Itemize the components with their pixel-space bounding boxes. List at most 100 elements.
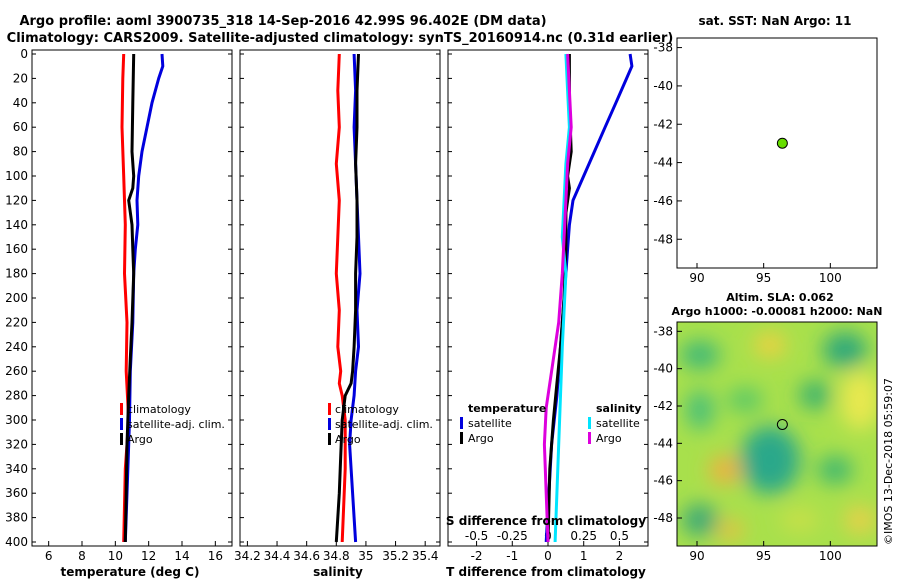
figure-title-line2: Climatology: CARS2009. Satellite-adjuste… [7, 31, 674, 46]
difference-legend-swatch [460, 417, 463, 429]
imos-watermark: ©IMOS 13-Dec-2018 05:59:07 [882, 378, 895, 545]
temperature-ytick-label: 260 [5, 364, 28, 378]
sst-map-xtick-label: 90 [689, 271, 704, 285]
temperature-ytick-label: 340 [5, 462, 28, 476]
temperature-ytick-label: 320 [5, 437, 28, 451]
salinity-panel: 34.2 34.4 34.6 34.8 35 35.2 35.4 climatology sat… [234, 49, 441, 579]
sla-map-frame [676, 321, 878, 547]
difference-xtick-label: 2 [616, 549, 624, 563]
temperature-legend-swatch [120, 418, 123, 430]
temperature-ytick-label: 140 [5, 218, 28, 232]
sla-map-ytick-label: -48 [653, 511, 673, 525]
temperature-ytick-label: 120 [5, 193, 28, 207]
sla-map-ytick-label: -46 [653, 474, 673, 488]
difference-top-xtick-label: -0.5 [465, 529, 488, 543]
sst-map-panel: sat. SST: NaN Argo: 11 90 95 100 -38 -40 -42 -… [653, 14, 878, 285]
temperature-legend-swatch [120, 433, 123, 445]
difference-series-s-satellite [553, 53, 571, 543]
difference-xtick-label: 1 [580, 549, 588, 563]
difference-series-s-argo [542, 53, 573, 543]
difference-legend-swatch [588, 432, 591, 444]
sst-map-xtick-label: 95 [756, 271, 771, 285]
sst-map-ytick-label: -46 [653, 194, 673, 208]
temperature-ytick-label: 220 [5, 315, 28, 329]
sla-map-xtick-label: 100 [819, 549, 842, 563]
figure-title-line1: Argo profile: aoml 3900735_318 14-Sep-20… [19, 14, 546, 29]
temperature-ytick-label: 240 [5, 340, 28, 354]
difference-legend-label: satellite [596, 417, 640, 430]
salinity-legend-swatch [328, 418, 331, 430]
salinity-xtick-label: 34.4 [264, 549, 291, 563]
difference-xtick-label: -2 [471, 549, 483, 563]
difference-series-t-argo [546, 54, 573, 543]
temperature-ytick-label: 380 [5, 511, 28, 525]
sla-map-ytick-label: -44 [653, 436, 673, 450]
temperature-xtick-label: 10 [108, 549, 123, 563]
temperature-xlabel: temperature (deg C) [61, 565, 200, 579]
temperature-xtick-label: 16 [208, 549, 223, 563]
sst-map-ytick-label: -40 [653, 79, 673, 93]
difference-legend-swatch [460, 432, 463, 444]
sst-map-ytick-label: -38 [653, 41, 673, 55]
temperature-ytick-label: 360 [5, 486, 28, 500]
salinity-xtick-label: 34.2 [234, 549, 261, 563]
sst-map-title: sat. SST: NaN Argo: 11 [698, 14, 851, 28]
sla-map-panel: Altim. SLA: 0.062 Argo h1000: -0.00081 h… [653, 291, 882, 563]
salinity-xtick-label: 35.2 [382, 549, 409, 563]
temperature-series-satellite-adj-clim- [123, 53, 165, 543]
salinity-series-climatology [334, 53, 347, 543]
temperature-legend-swatch [120, 403, 123, 415]
sla-map-ytick-label: -38 [653, 324, 673, 338]
temperature-xtick-label: 12 [141, 549, 156, 563]
difference-xtick-label: 0 [544, 549, 552, 563]
difference-legend-right-title: salinity [596, 402, 642, 415]
temperature-legend-label: satellite-adj. clim. [127, 418, 225, 431]
difference-top-xlabel: S difference from climatology [446, 514, 646, 528]
sla-heatmap [677, 322, 877, 546]
sst-map-frame [676, 37, 878, 269]
sla-map-ytick-label: -40 [653, 362, 673, 376]
temperature-panel: 0 20 40 60 80 100 120 140 160 180 200 220 240 260 280 3… [5, 47, 233, 579]
sla-map-xtick-label: 95 [756, 549, 771, 563]
difference-xlabel: T difference from climatology [446, 565, 646, 579]
temperature-ytick-label: 0 [20, 47, 28, 61]
difference-top-xtick-label: 0.25 [570, 529, 597, 543]
difference-legend-label: Argo [596, 432, 622, 445]
sst-map-ytick-label: -42 [653, 117, 673, 131]
temperature-xtick-label: 14 [174, 549, 189, 563]
temperature-xtick-label: 8 [78, 549, 86, 563]
sla-map-xtick-label: 90 [689, 549, 704, 563]
temperature-ytick-label: 280 [5, 389, 28, 403]
temperature-ytick-label: 60 [13, 120, 28, 134]
difference-xtick-label: -1 [506, 549, 518, 563]
difference-legend-swatch [588, 417, 591, 429]
temperature-legend-label: climatology [127, 403, 191, 416]
temperature-ytick-label: 400 [5, 535, 28, 549]
temperature-ytick-label: 180 [5, 267, 28, 281]
temperature-ytick-label: 200 [5, 291, 28, 305]
sst-map-argo-position-marker [776, 137, 788, 149]
temperature-legend-label: Argo [127, 433, 153, 446]
sst-map-ytick-label: -44 [653, 156, 673, 170]
difference-legend-label: Argo [468, 432, 494, 445]
sla-map-subtitle: Argo h1000: -0.00081 h2000: NaN [672, 305, 883, 318]
salinity-xtick-label: 34.8 [323, 549, 350, 563]
sst-map-xtick-label: 100 [819, 271, 842, 285]
salinity-series-argo [334, 53, 360, 543]
sla-map-ytick-label: -42 [653, 399, 673, 413]
salinity-xtick-label: 35 [358, 549, 373, 563]
difference-top-xtick-label: -0.25 [497, 529, 528, 543]
temperature-ytick-label: 80 [13, 145, 28, 159]
salinity-legend-swatch [328, 433, 331, 445]
sla-map-argo-position-marker [776, 418, 788, 430]
sla-map-title: Altim. SLA: 0.062 [726, 291, 833, 304]
salinity-xlabel: salinity [313, 565, 363, 579]
temperature-ytick-label: 20 [13, 71, 28, 85]
temperature-ytick-label: 300 [5, 413, 28, 427]
temperature-ytick-label: 160 [5, 242, 28, 256]
difference-legend-left-title: temperature [468, 402, 546, 415]
temperature-series-argo [123, 53, 136, 543]
difference-axes-frame [447, 49, 649, 547]
